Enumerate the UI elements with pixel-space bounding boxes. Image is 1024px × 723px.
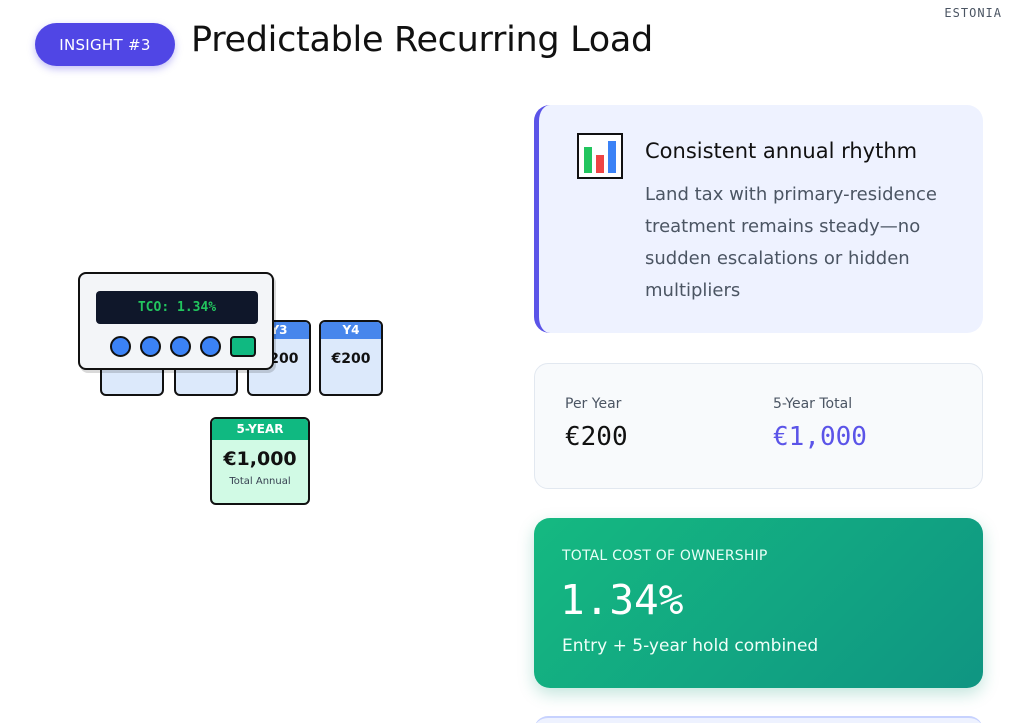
calculator-button (170, 336, 191, 357)
calculator: TCO: 1.34% (78, 272, 274, 370)
country-label: ESTONIA (944, 6, 1002, 20)
page-title: Predictable Recurring Load (191, 20, 653, 60)
tco-label: TOTAL COST OF OWNERSHIP (562, 548, 768, 564)
calculator-display: TCO: 1.34% (96, 291, 258, 324)
calculator-button (200, 336, 221, 357)
per-year-label: Per Year (565, 396, 622, 412)
calculator-equals-button (230, 336, 256, 357)
rhythm-card: Consistent annual rhythm Land tax with p… (534, 105, 983, 333)
five-year-card: 5-YEAR €1,000 Total Annual (210, 417, 310, 505)
rhythm-body: Land tax with primary-residence treatmen… (645, 184, 937, 301)
calculator-button (110, 336, 131, 357)
calculator-button (140, 336, 161, 357)
five-year-total-value: €1,000 (773, 422, 867, 452)
per-year-value: €200 (565, 422, 628, 452)
insight-badge: INSIGHT #3 (35, 23, 175, 66)
tco-card: TOTAL COST OF OWNERSHIP 1.34% Entry + 5-… (534, 518, 983, 688)
tco-caption: Entry + 5-year hold combined (562, 636, 819, 656)
tco-value: 1.34% (560, 576, 684, 624)
rhythm-heading: Consistent annual rhythm (645, 139, 918, 163)
next-card-peek (534, 716, 983, 723)
five-year-total-label: 5-Year Total (773, 396, 853, 412)
five-year-card-label: 5-YEAR (212, 419, 308, 440)
bar-chart-icon (577, 133, 623, 179)
stats-card: Per Year €200 5-Year Total €1,000 (534, 363, 983, 489)
five-year-card-caption: Total Annual (229, 476, 291, 487)
year-card-label: Y4 (321, 322, 381, 339)
cost-illustration: Y3 €200 Y4 €200 TCO: 1.34% 5-YEAR €1,000… (0, 260, 420, 520)
year-card-value: €200 (331, 351, 371, 367)
year-card-y4: Y4 €200 (319, 320, 383, 396)
five-year-card-value: €1,000 (223, 448, 297, 470)
